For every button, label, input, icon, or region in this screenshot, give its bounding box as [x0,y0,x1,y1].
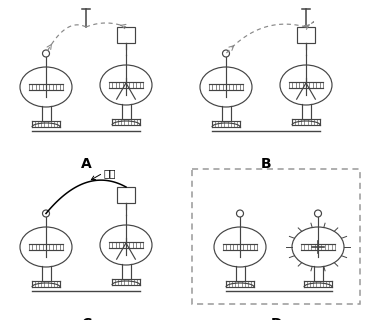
Bar [192,169,360,304]
Text: D: D [270,317,282,320]
Text: A: A [81,157,91,171]
Bar [117,187,135,203]
Text: B: B [261,157,271,171]
Text: 导线: 导线 [104,168,116,178]
Bar [117,27,135,43]
Text: C: C [81,317,91,320]
Bar [297,27,315,43]
